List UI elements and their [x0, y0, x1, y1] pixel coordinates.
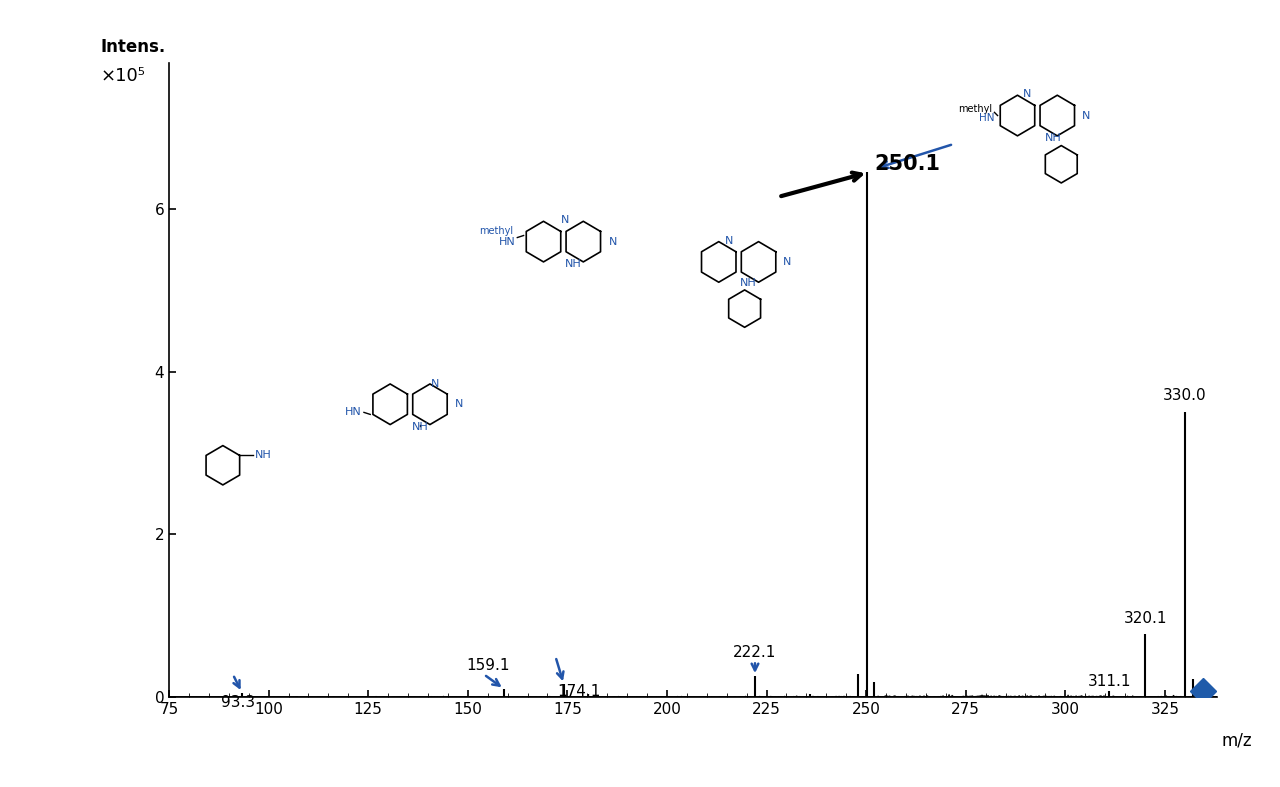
- Text: methyl: methyl: [959, 105, 992, 114]
- Text: 159.1: 159.1: [466, 659, 509, 674]
- Text: N: N: [456, 399, 463, 409]
- Text: 93.3: 93.3: [221, 695, 255, 710]
- Text: NH: NH: [255, 450, 271, 460]
- Text: NH: NH: [564, 259, 581, 269]
- Text: N: N: [724, 235, 733, 246]
- Text: N: N: [562, 216, 570, 225]
- Text: 174.1: 174.1: [557, 684, 600, 699]
- Text: N: N: [608, 237, 617, 246]
- Text: HN: HN: [979, 113, 995, 123]
- Text: NH: NH: [740, 279, 756, 288]
- Text: 250.1: 250.1: [874, 154, 940, 175]
- Text: HN: HN: [498, 237, 516, 246]
- Text: m/z: m/z: [1222, 732, 1252, 750]
- Text: 320.1: 320.1: [1124, 611, 1167, 626]
- Text: N: N: [1082, 110, 1089, 120]
- Text: 330.0: 330.0: [1164, 388, 1207, 403]
- Text: NH: NH: [1044, 133, 1061, 143]
- Text: N: N: [431, 379, 439, 389]
- Text: 222.1: 222.1: [733, 645, 777, 660]
- Text: NH: NH: [412, 422, 429, 431]
- Text: N: N: [1023, 89, 1032, 99]
- Text: 311.1: 311.1: [1088, 674, 1132, 689]
- Text: N: N: [782, 257, 791, 267]
- Text: ×10⁵: ×10⁵: [101, 67, 146, 85]
- Text: methyl: methyl: [479, 227, 513, 236]
- Text: Intens.: Intens.: [101, 39, 166, 57]
- Text: HN: HN: [346, 408, 362, 417]
